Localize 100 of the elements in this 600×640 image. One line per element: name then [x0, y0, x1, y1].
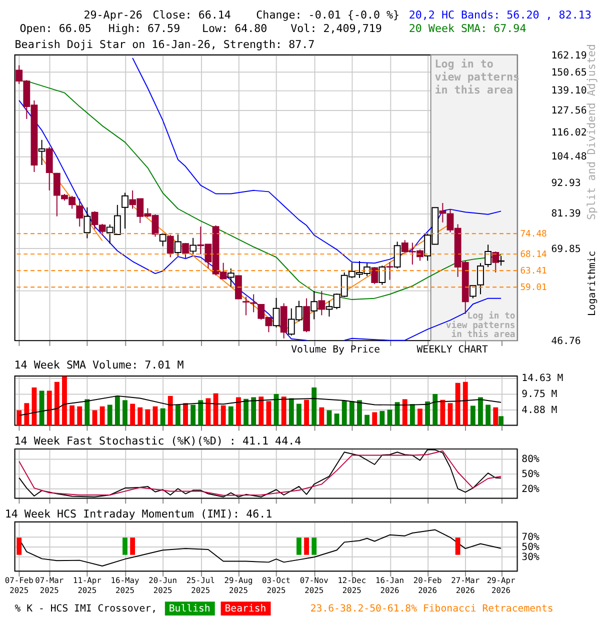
- bar: [440, 400, 446, 426]
- bar: [380, 410, 385, 426]
- ref-line-label: 68.14: [520, 250, 547, 260]
- line-series: [18, 529, 502, 567]
- candlestick: [166, 234, 174, 258]
- x-tick-label: 12-Dec 2025: [338, 576, 366, 595]
- candlestick: [318, 290, 326, 316]
- text: 23.6-38.2-50-61.8% Fibonacci Retracements: [310, 604, 554, 614]
- bar: [152, 406, 158, 426]
- text: Bearish: [224, 604, 266, 614]
- bar: [455, 382, 460, 426]
- y-tick-label: 81.39: [551, 208, 581, 220]
- text: 29-Apr-26: [84, 8, 142, 22]
- bar: [100, 406, 105, 426]
- x-tick-label: 16-Jan 2026: [376, 576, 404, 595]
- bar: [77, 406, 82, 426]
- bar: [70, 405, 75, 426]
- x-tick-label: 20-Feb 2026: [413, 576, 442, 595]
- bar: [288, 398, 294, 426]
- x-tick-label: 27-Mar 2026: [451, 576, 480, 595]
- x-tick-label: 20-Jun 2025: [148, 576, 178, 595]
- candlestick: [386, 262, 394, 280]
- text: Low: 64.80: [202, 22, 268, 36]
- text: WEEKLY CHART: [416, 344, 488, 356]
- candlestick: [174, 234, 182, 256]
- y-tick-label: 50%: [522, 469, 540, 480]
- bar: [470, 406, 476, 426]
- candlestick: [439, 202, 446, 223]
- bar: [190, 404, 196, 426]
- y-tick-label: 150.65: [551, 67, 587, 78]
- candlestick: [84, 206, 91, 239]
- text: Logarithmic: [587, 250, 598, 316]
- bar: [462, 382, 468, 426]
- bar: [258, 396, 264, 426]
- ref-line-label: 74.48: [520, 230, 547, 240]
- chart-title: 14 Week HCS Intraday Momentum (IMI): 46.1: [4, 507, 272, 520]
- bar: [160, 408, 166, 426]
- y-tick-label: 20%: [522, 484, 540, 495]
- y-tick-label: 139.10: [551, 86, 587, 97]
- candlestick: [76, 198, 84, 228]
- x-tick-label: 29-Aug 2025: [224, 576, 253, 595]
- bar: [448, 403, 453, 426]
- bar: [175, 404, 180, 426]
- y-tick-label: 46.76: [551, 336, 581, 348]
- text: Change: -0.01 {-0.0 %}: [256, 8, 400, 22]
- y-tick-label: 127.56: [551, 105, 587, 116]
- bar: [145, 409, 150, 426]
- bar: [62, 376, 67, 426]
- bar: [372, 412, 378, 426]
- bar: [319, 407, 324, 426]
- candlestick: [272, 297, 280, 328]
- y-tick-label: 116.02: [551, 127, 587, 138]
- bar: [486, 404, 491, 426]
- bar: [168, 396, 173, 426]
- bar: [244, 398, 248, 426]
- bar: [220, 405, 226, 426]
- bar: [114, 396, 120, 426]
- bar: [84, 399, 90, 426]
- chart-title: 14 Week Fast Stochastic (%K)(%D) : 41.1 44.4: [14, 434, 302, 448]
- y-tick-label: 104.48: [551, 151, 587, 162]
- bar: [304, 400, 309, 426]
- x-tick-label: 03-Oct 2025: [262, 576, 290, 595]
- bar: [394, 402, 400, 426]
- bar: [334, 414, 340, 426]
- bar: [183, 403, 188, 426]
- candlestick: [484, 244, 492, 268]
- text: Bullish: [168, 604, 210, 614]
- candlestick: [190, 237, 197, 256]
- bar: [418, 408, 422, 426]
- y-tick-label: 80%: [522, 454, 540, 466]
- legend-title: % K - HCS IMI Crossover,: [14, 604, 158, 614]
- bar: [16, 410, 22, 426]
- bar: [349, 401, 354, 426]
- x-tick-label: 07-Mar 2025: [35, 576, 64, 595]
- bar: [326, 410, 332, 426]
- bar: [402, 399, 408, 426]
- y-tick-label: 69.85: [551, 244, 581, 255]
- x-tick-label: 07-Nov 2025: [300, 576, 329, 595]
- bar: [342, 400, 347, 426]
- band-label: Log in to view patterns in this area: [446, 310, 516, 340]
- candlestick: [182, 242, 189, 260]
- candlestick: [371, 266, 378, 285]
- candlestick: [310, 290, 318, 320]
- y-axis-title: Split and Dividend Adjusted: [585, 44, 598, 220]
- candlestick: [227, 268, 234, 288]
- y-tick-label: 30%: [522, 552, 540, 563]
- candlestick: [38, 139, 46, 166]
- bar: [92, 410, 98, 426]
- candlestick: [394, 241, 401, 269]
- y-tick-label: 9.75 M: [522, 388, 558, 400]
- bar: [54, 382, 60, 426]
- text: Close: 66.14: [152, 8, 231, 22]
- bar: [493, 407, 498, 426]
- candlestick: [46, 146, 53, 191]
- y-tick-label: 50%: [522, 542, 540, 553]
- bar: [432, 394, 438, 426]
- bar: [138, 407, 143, 426]
- bar: [478, 397, 483, 426]
- bar: [387, 410, 392, 426]
- x-tick-label: 16-May 2025: [110, 576, 140, 595]
